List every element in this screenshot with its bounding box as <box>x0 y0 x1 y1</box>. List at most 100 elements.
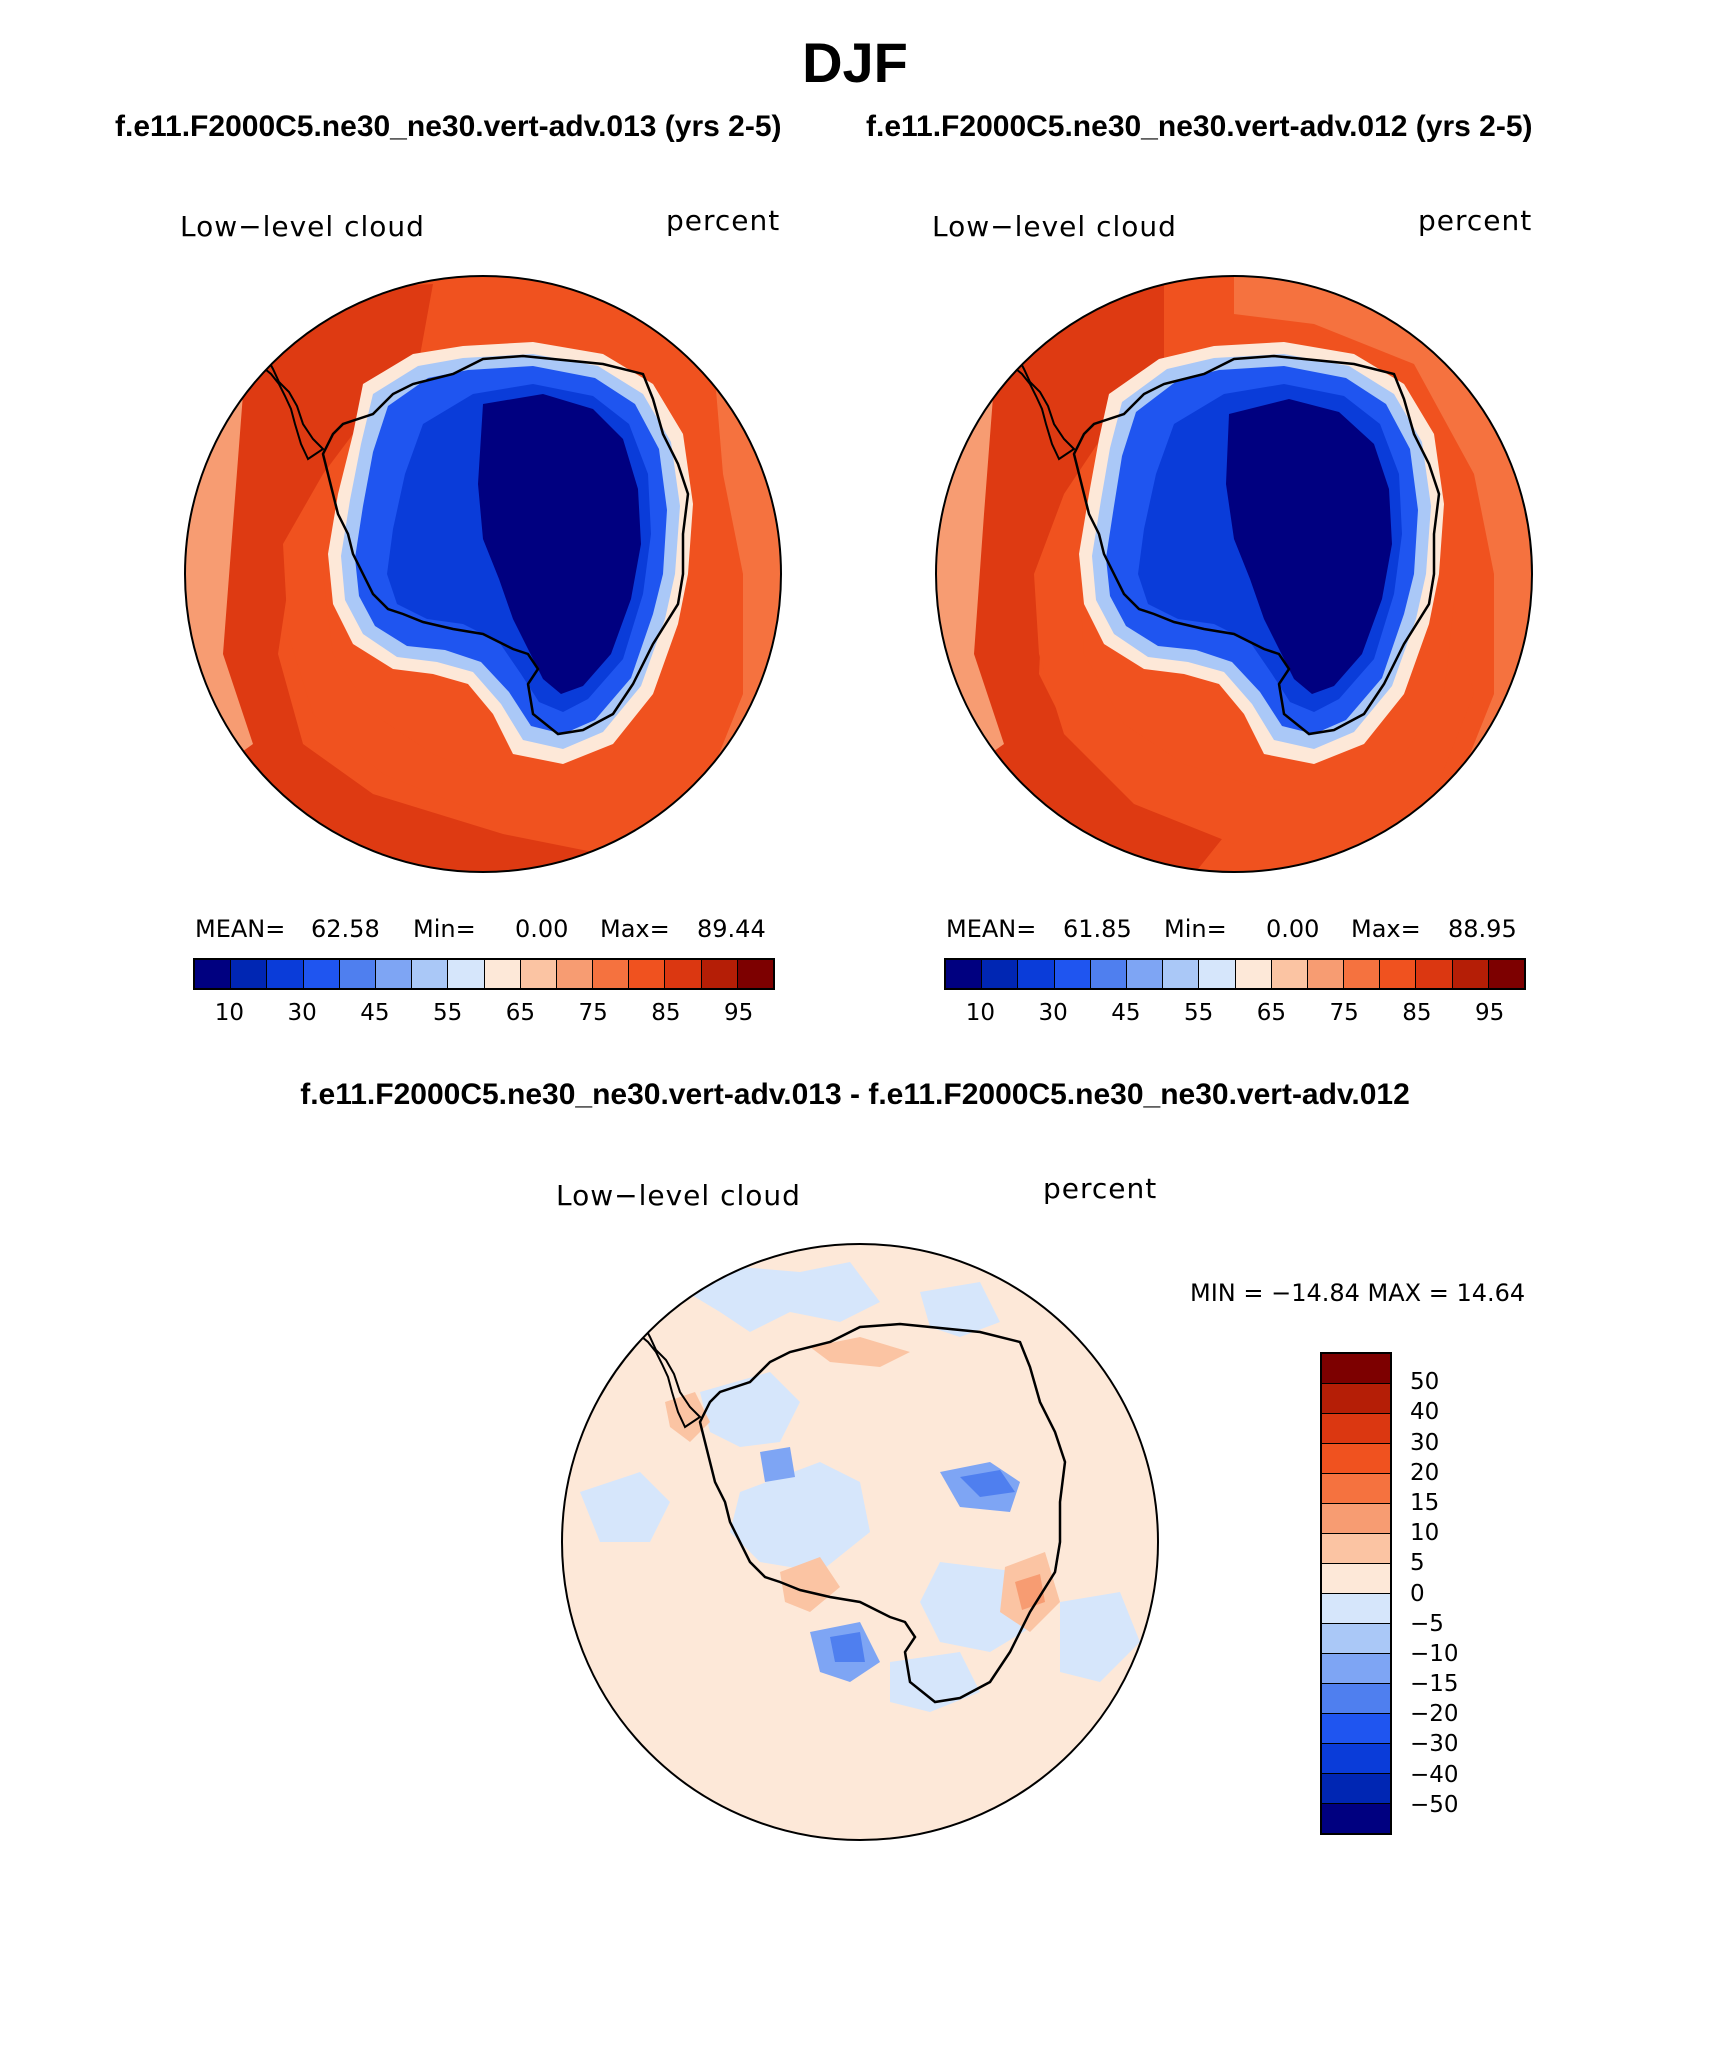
panel2-high-cloud-band-nw <box>936 284 1234 872</box>
diff-colorbar-tick-label: −30 <box>1410 1731 1459 1758</box>
colorbar1-swatch-5 <box>375 960 413 988</box>
diff-colorbar-tick-label: −10 <box>1410 1640 1459 1667</box>
colorbar2-swatch-0 <box>946 960 983 988</box>
panel1-max-label: Max= <box>600 915 670 943</box>
diff-colorbar-swatch-14 <box>1322 1774 1390 1804</box>
panel1-min-label: Min= <box>413 915 476 943</box>
panel2-ice-deep <box>1226 399 1392 694</box>
panel1-min-value: 0.00 <box>515 915 569 943</box>
diff-neg-mid-inner <box>760 1447 795 1482</box>
diff-colorbar-tick-label: 5 <box>1410 1550 1425 1577</box>
colorbar2-tick-label: 85 <box>1402 1000 1432 1026</box>
panel2-variable-label: Low−level cloud <box>932 210 1177 243</box>
colorbar2-tick-label: 75 <box>1329 1000 1359 1026</box>
colorbar2-swatch-6 <box>1163 960 1200 988</box>
panel2-min-value: 0.00 <box>1266 915 1320 943</box>
colorbar1-swatch-15 <box>737 960 773 988</box>
difference-colorbar-ticks: 50 40 30 20 15 10 5 0 −5 −10 −15 −20 −30 −40 −50 <box>1410 1352 1490 1835</box>
colorbar1-swatch-10 <box>556 960 594 988</box>
panel1-variable-label: Low−level cloud <box>180 210 425 243</box>
diff-neg-region-se <box>1060 1592 1140 1682</box>
colorbar2-swatch-2 <box>1018 960 1055 988</box>
colorbar1-swatch-6 <box>412 960 449 988</box>
colorbar2-swatch-3 <box>1054 960 1091 988</box>
panel2-min-label: Min= <box>1164 915 1227 943</box>
diff-colorbar-tick-label: 20 <box>1410 1459 1440 1486</box>
diff-colorbar-swatch-11 <box>1322 1684 1390 1714</box>
diff-colorbar-swatch-10 <box>1322 1654 1390 1684</box>
colorbar1-swatch-0 <box>195 960 232 988</box>
colorbar1-swatch-14 <box>701 960 738 988</box>
colorbar2-swatch-7 <box>1199 960 1236 988</box>
diff-pos-region-center <box>780 1557 840 1612</box>
colorbar1-tick-label: 30 <box>287 1000 317 1026</box>
panel2-map-border <box>935 275 1533 873</box>
colorbar1-tick-label: 75 <box>578 1000 608 1026</box>
panel2-map <box>935 275 1533 873</box>
diff-colorbar-tick-label: 10 <box>1410 1520 1440 1547</box>
colorbar2-swatch-14 <box>1452 960 1489 988</box>
case-left-title: f.e11.F2000C5.ne30_ne30.vert-adv.013 (yr… <box>115 110 782 143</box>
diff-colorbar-swatch-7 <box>1322 1564 1390 1594</box>
diff-colorbar-swatch-9 <box>1322 1624 1390 1654</box>
diff-colorbar-tick-label: 40 <box>1410 1399 1440 1426</box>
panel1-high-cloud-band-nw <box>185 284 603 872</box>
colorbar2-swatch-10 <box>1307 960 1345 988</box>
panel2-mean-value: 61.85 <box>1063 915 1132 943</box>
diff-colorbar-tick-label: 30 <box>1410 1429 1440 1456</box>
panel2-colorbar-ticks: 10 30 45 55 65 75 85 95 <box>944 1000 1526 1030</box>
diff-variable-label: Low−level cloud <box>556 1179 801 1212</box>
diff-colorbar-tick-label: −50 <box>1410 1791 1459 1818</box>
diff-colorbar-swatch-5 <box>1322 1504 1390 1534</box>
panel1-units-label: percent <box>666 204 781 237</box>
case-right-title: f.e11.F2000C5.ne30_ne30.vert-adv.012 (yr… <box>866 110 1533 143</box>
diff-neg-strong-east <box>960 1470 1015 1497</box>
figure-season-title: DJF <box>802 31 908 94</box>
colorbar2-tick-label: 45 <box>1111 1000 1141 1026</box>
colorbar2-swatch-8 <box>1235 960 1272 988</box>
diff-pos-region-north <box>810 1337 910 1367</box>
colorbar2-tick-label: 95 <box>1474 1000 1505 1026</box>
diff-colorbar-tick-label: 15 <box>1410 1489 1440 1516</box>
colorbar1-swatch-12 <box>629 960 666 988</box>
colorbar1-tick-label: 95 <box>723 1000 754 1026</box>
panel2-colorbar <box>944 958 1526 990</box>
diff-colorbar-swatch-15 <box>1322 1804 1390 1833</box>
diff-colorbar-swatch-2 <box>1322 1414 1390 1444</box>
diff-colorbar-tick-label: −40 <box>1410 1761 1459 1788</box>
panel1-antarctica-coastline <box>321 354 690 736</box>
diff-colorbar-swatch-8 <box>1322 1594 1390 1624</box>
colorbar1-swatch-3 <box>303 960 340 988</box>
diff-antarctica-coastline <box>698 1322 1067 1704</box>
diff-colorbar-tick-label: −20 <box>1410 1701 1459 1728</box>
panel2-units-label: percent <box>1418 204 1533 237</box>
panel1-mean-value: 62.58 <box>311 915 380 943</box>
diff-colorbar-swatch-4 <box>1322 1474 1390 1504</box>
diff-colorbar-swatch-1 <box>1322 1384 1390 1414</box>
diff-colorbar-tick-label: 0 <box>1410 1580 1425 1607</box>
colorbar1-tick-label: 45 <box>360 1000 390 1026</box>
diff-map-border <box>561 1243 1159 1841</box>
colorbar2-tick-label: 30 <box>1038 1000 1068 1026</box>
colorbar2-swatch-12 <box>1380 960 1417 988</box>
diff-neg-region-north <box>670 1262 880 1332</box>
diff-neg-strong-south <box>830 1632 865 1662</box>
difference-colorbar <box>1320 1352 1392 1835</box>
colorbar2-swatch-1 <box>982 960 1019 988</box>
panel1-max-value: 89.44 <box>697 915 766 943</box>
diff-colorbar-swatch-12 <box>1322 1714 1390 1744</box>
difference-map <box>561 1243 1159 1841</box>
colorbar1-tick-label: 10 <box>214 1000 245 1026</box>
colorbar2-tick-label: 55 <box>1183 1000 1214 1026</box>
panel1-map <box>184 275 782 873</box>
diff-neg-region-west <box>580 1472 670 1542</box>
panel1-map-border <box>184 275 782 873</box>
colorbar2-tick-label: 10 <box>965 1000 996 1026</box>
colorbar1-swatch-11 <box>593 960 630 988</box>
diff-colorbar-tick-label: −15 <box>1410 1671 1459 1698</box>
panel1-ice-deep <box>478 394 641 694</box>
panel1-colorbar-ticks: 10 30 45 55 65 75 85 95 <box>193 1000 775 1030</box>
diff-colorbar-tick-label: 50 <box>1410 1369 1440 1396</box>
panel1-colorbar <box>193 958 775 990</box>
colorbar1-swatch-4 <box>339 960 376 988</box>
